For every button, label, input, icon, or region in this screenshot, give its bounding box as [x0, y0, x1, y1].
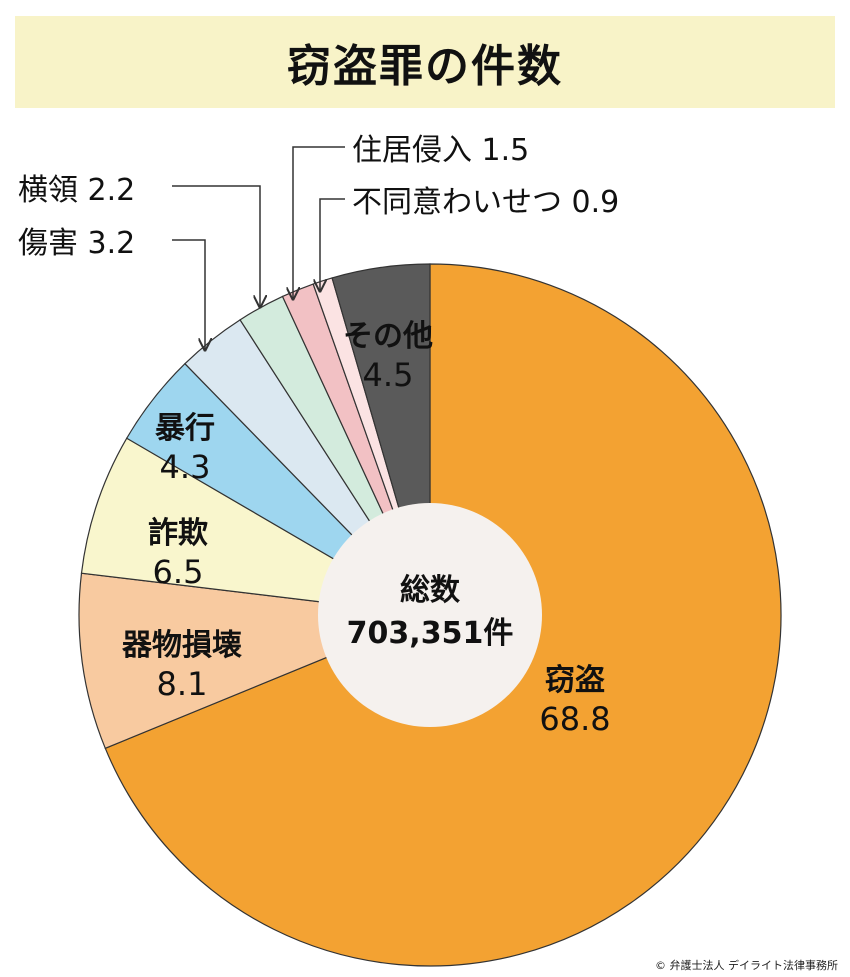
outside-label: 横領 2.2 [18, 173, 135, 208]
slice-label: 窃盗 [545, 663, 605, 698]
leader-line [293, 146, 345, 299]
slice-value: 8.1 [157, 665, 208, 703]
credit-text: © 弁護士法人 デイライト法律事務所 [655, 959, 838, 972]
outside-label: 傷害 3.2 [18, 226, 135, 261]
slice-value: 6.5 [153, 553, 204, 591]
center-label: 総数 [400, 573, 461, 608]
chart-title: 窃盗罪の件数 [287, 41, 563, 92]
slice-value: 4.3 [160, 448, 211, 486]
outside-label: 不同意わいせつ 0.9 [352, 185, 619, 220]
slice-label: その他 [343, 319, 433, 354]
slice-label: 暴行 [155, 411, 215, 446]
center-value: 703,351件 [347, 616, 514, 651]
outside-label: 住居侵入 1.5 [352, 133, 529, 168]
slice-value: 4.5 [363, 356, 414, 394]
leader-line [172, 239, 205, 350]
leader-line [172, 185, 260, 307]
slice-label: 詐欺 [148, 516, 208, 551]
slice-value: 68.8 [539, 700, 610, 738]
slice-label: 器物損壊 [121, 628, 242, 663]
title-banner: 窃盗罪の件数 [15, 16, 835, 108]
leader-line [320, 198, 345, 291]
center-circle [318, 503, 542, 727]
